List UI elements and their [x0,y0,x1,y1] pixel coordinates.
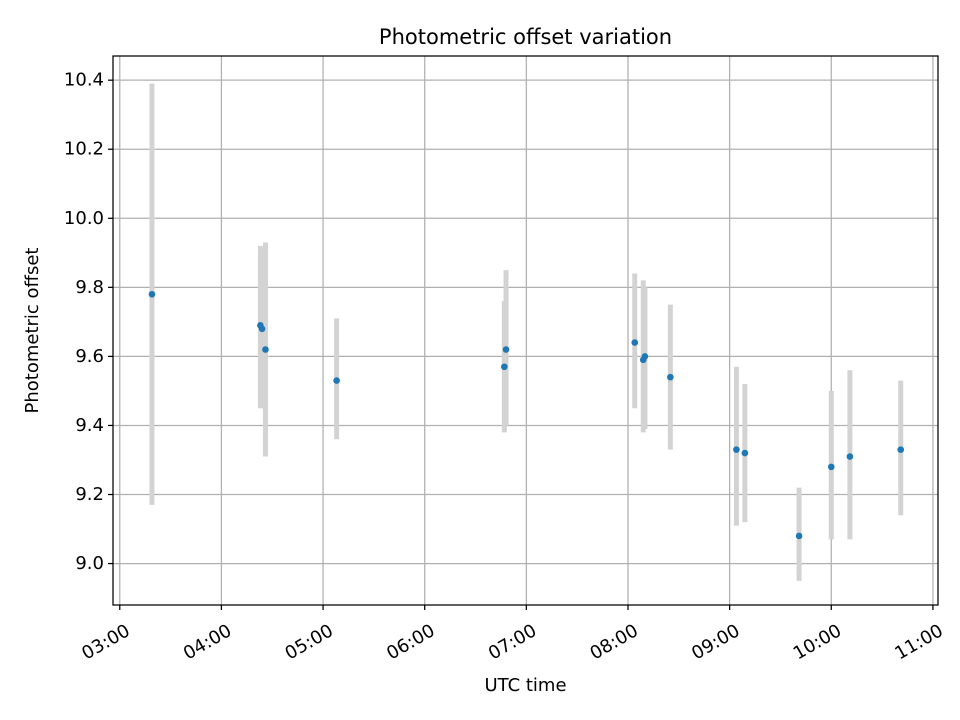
point-layer [148,290,905,540]
data-point [502,346,510,353]
grid-layer [113,56,938,605]
y-tick-label: 10.2 [64,139,104,160]
data-point [148,290,156,298]
y-axis-label: Photometric offset [22,248,43,414]
data-point [262,346,269,353]
data-point [501,363,508,371]
data-point [827,463,835,471]
y-tick-label: 9.2 [75,484,104,505]
data-point [741,449,749,457]
data-point [846,453,854,460]
chart-title: Photometric offset variation [379,25,672,49]
data-point [631,339,639,346]
data-point [733,446,740,453]
x-axis-label: UTC time [484,675,566,696]
data-point [897,446,905,453]
y-tick-label: 9.4 [75,415,104,436]
data-point [333,377,340,384]
y-tick-label: 9.8 [75,277,104,298]
y-tick-label: 10.0 [64,208,104,229]
plot-frame [112,55,939,606]
y-tick-label: 9.0 [75,553,104,574]
data-point [667,373,674,381]
y-tick-label: 10.4 [64,70,104,91]
data-point [795,532,803,540]
data-point [258,325,266,333]
y-tick-label: 9.6 [75,346,104,367]
data-point [641,353,649,360]
